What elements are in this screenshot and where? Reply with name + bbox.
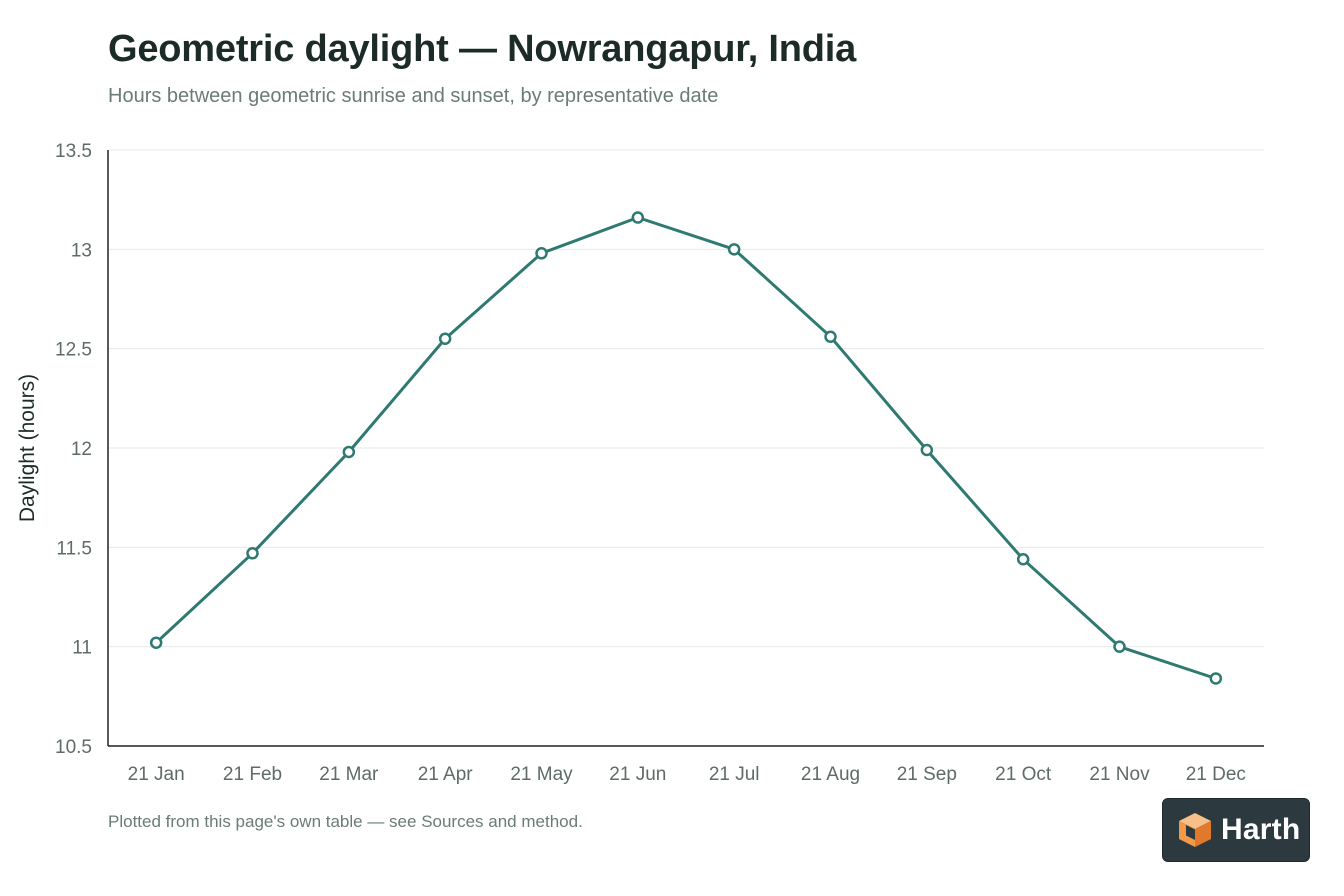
chart-title: Geometric daylight — Nowrangapur, India [108, 28, 857, 70]
x-tick-label: 21 Nov [1089, 764, 1150, 785]
data-point[interactable] [535, 247, 548, 260]
footnote: Plotted from this page's own table — see… [108, 812, 583, 831]
y-tick-label: 13.5 [55, 141, 92, 162]
x-tick-label: 21 Jan [128, 764, 185, 785]
x-tick-label: 21 Oct [995, 764, 1052, 785]
data-points [149, 211, 1223, 685]
x-tick-label: 21 Dec [1186, 764, 1246, 785]
harth-logo[interactable]: Harth [1162, 798, 1310, 862]
data-point[interactable] [149, 636, 163, 649]
x-tick-label: 21 Feb [223, 764, 282, 785]
y-tick-label: 12 [71, 439, 92, 460]
x-tick-label: 21 Aug [801, 764, 860, 785]
x-tick-label: 21 Sep [897, 764, 957, 785]
cube-logo-icon [1179, 813, 1211, 847]
data-point[interactable] [631, 211, 645, 224]
data-point[interactable] [342, 445, 356, 459]
y-tick-label: 12.5 [55, 340, 92, 361]
series-path [155, 216, 1217, 680]
y-tick-label: 11.5 [56, 538, 92, 559]
data-point[interactable] [920, 443, 934, 457]
x-tick-label: 21 May [510, 764, 573, 785]
x-tick-label: 21 Jul [709, 764, 760, 785]
x-tick-label: 21 Mar [319, 764, 379, 785]
data-point[interactable] [246, 547, 259, 560]
data-point[interactable] [727, 243, 741, 256]
y-tick-label: 11 [72, 638, 92, 659]
logo-text: Harth [1221, 813, 1301, 846]
y-axis-title: Daylight (hours) [16, 374, 39, 522]
data-point[interactable] [1209, 672, 1223, 685]
chart-subtitle: Hours between geometric sunrise and suns… [108, 85, 719, 107]
gridlines [108, 149, 1264, 648]
y-tick-labels: 10.5 11 11.5 12 12.5 13 13.5 [55, 141, 92, 758]
x-tick-labels: 21 Jan 21 Feb 21 Mar 21 Apr 21 May 21 Jun 21 J… [128, 764, 1246, 785]
series-line [155, 216, 1217, 680]
y-tick-label: 10.5 [55, 737, 92, 758]
data-point[interactable] [438, 332, 452, 345]
x-tick-label: 21 Jun [609, 764, 666, 785]
data-point[interactable] [1016, 553, 1030, 566]
x-tick-label: 21 Apr [418, 764, 474, 785]
data-point[interactable] [824, 330, 837, 343]
data-point[interactable] [1113, 640, 1126, 653]
y-tick-label: 13 [71, 240, 92, 261]
